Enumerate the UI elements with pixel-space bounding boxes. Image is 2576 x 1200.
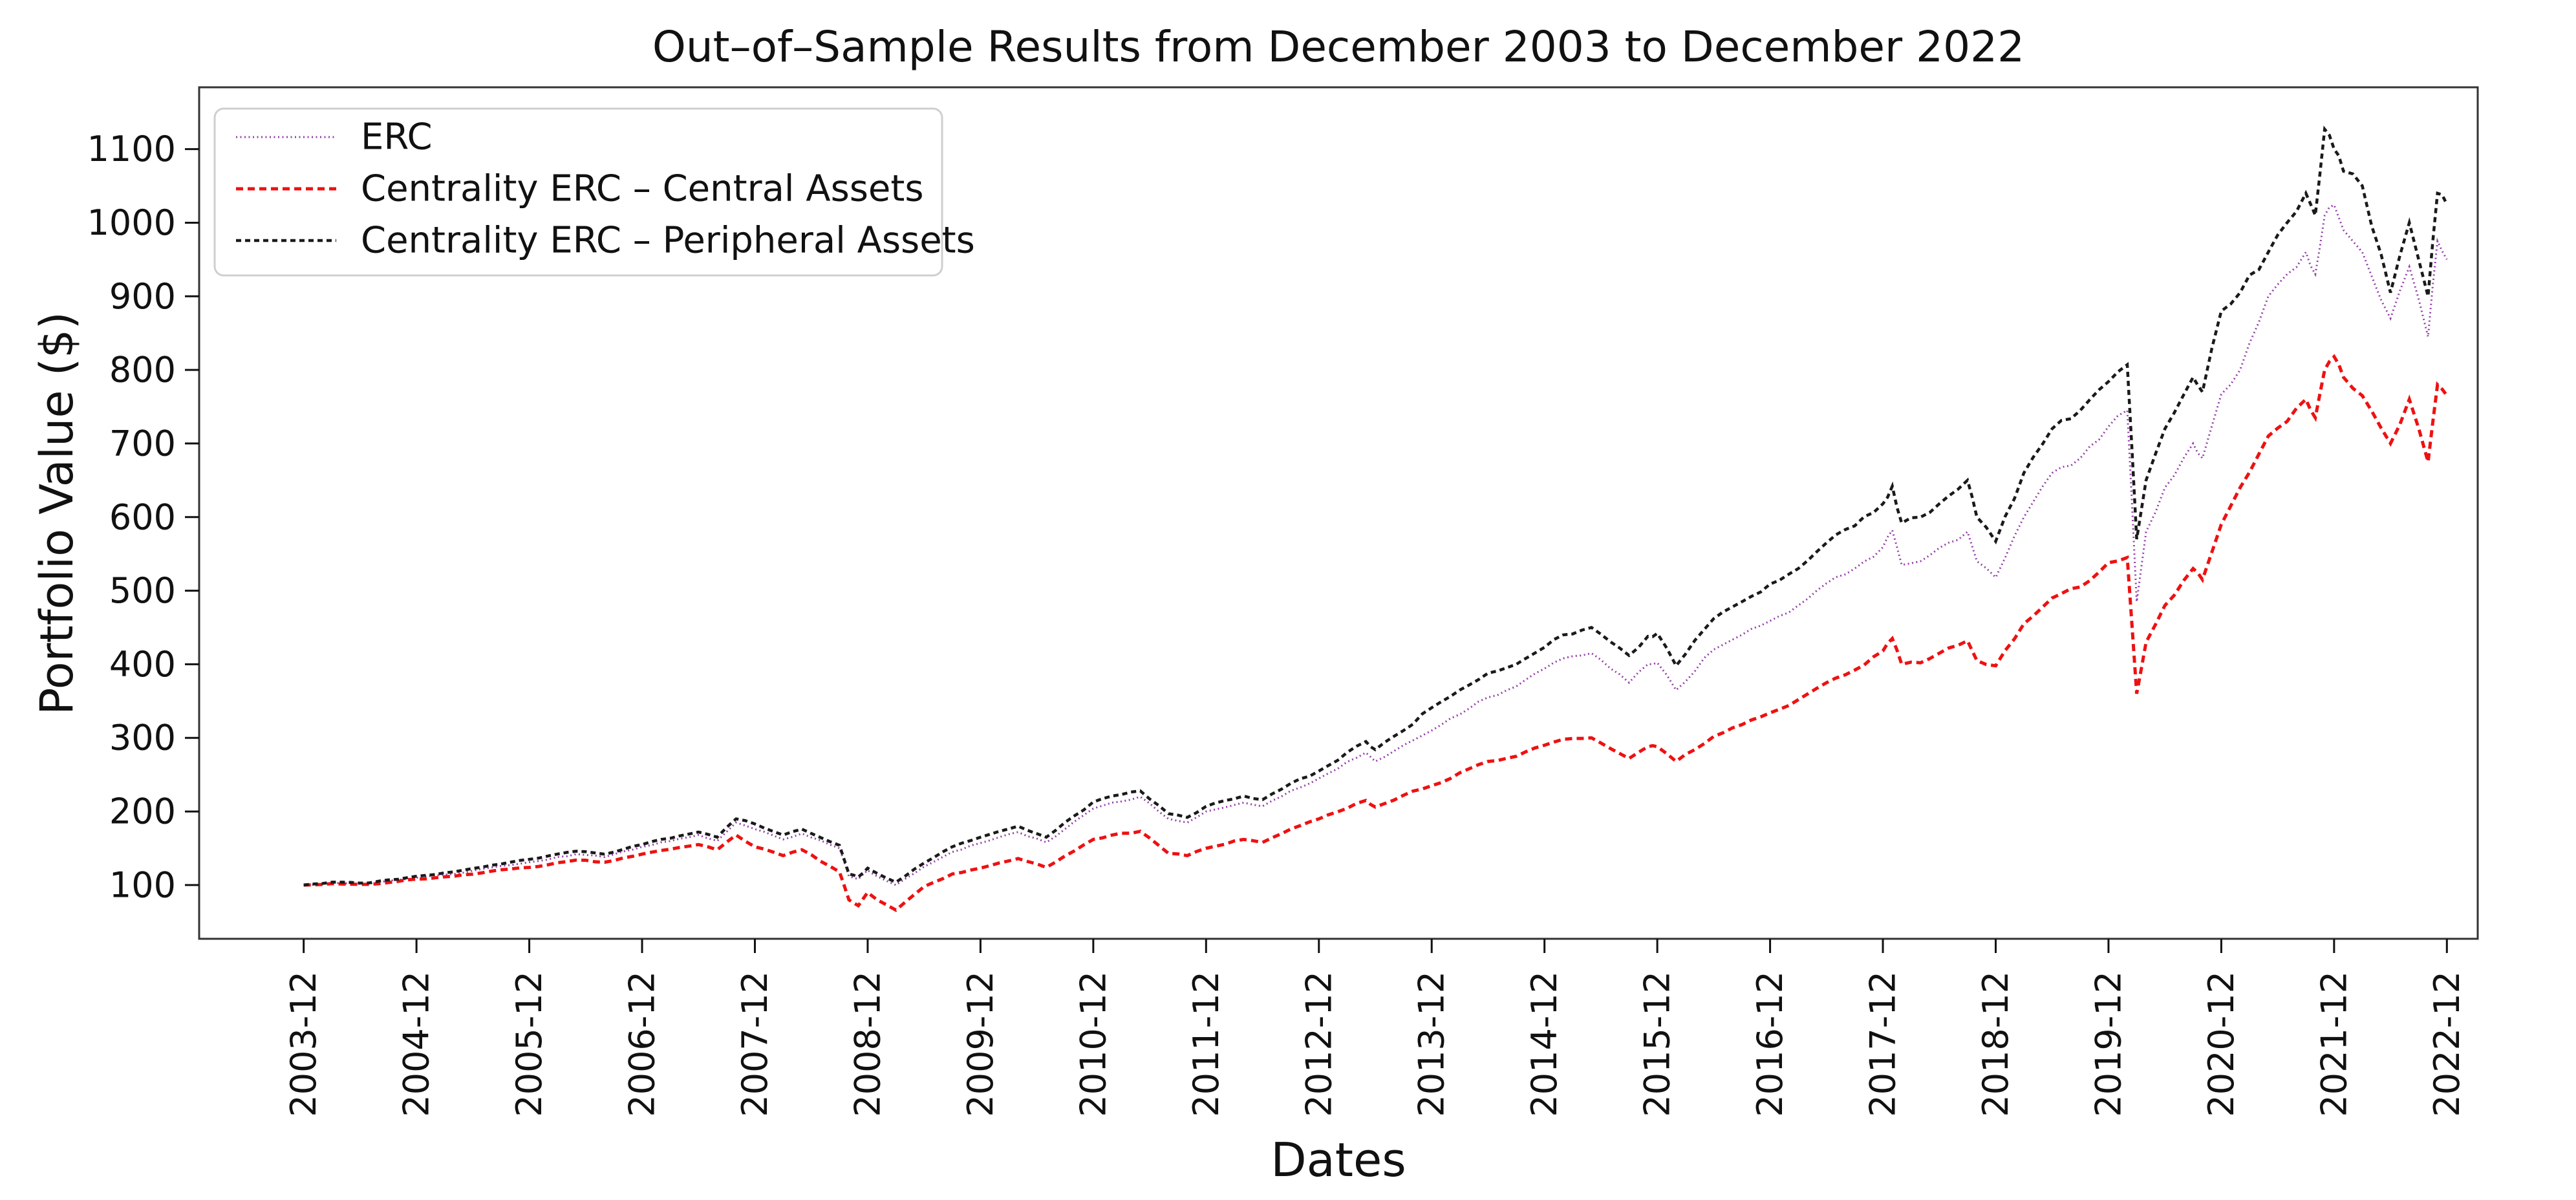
y-tick-label: 700: [109, 423, 176, 464]
x-tick-label: 2013-12: [1411, 971, 1452, 1117]
y-tick-label: 1100: [87, 129, 176, 169]
legend-label: Centrality ERC – Central Assets: [361, 168, 924, 210]
y-tick-label: 1000: [87, 202, 176, 243]
x-tick-label: 2003-12: [283, 971, 324, 1117]
x-tick-label: 2009-12: [960, 971, 1001, 1117]
x-tick-label: 2008-12: [847, 971, 888, 1117]
y-axis-label: Portfolio Value ($): [30, 312, 83, 715]
x-axis-label: Dates: [1271, 1133, 1406, 1187]
legend-box: [213, 107, 943, 277]
legend-label: Centrality ERC – Peripheral Assets: [361, 220, 975, 262]
y-tick-label: 800: [109, 350, 176, 391]
x-tick-label: 2017-12: [1863, 971, 1904, 1117]
x-tick-label: 2011-12: [1186, 971, 1227, 1117]
plot-frame: [198, 86, 2479, 940]
x-tick-label: 2022-12: [2427, 971, 2467, 1117]
x-tick-label: 2016-12: [1750, 971, 1790, 1117]
x-tick-label: 2010-12: [1073, 971, 1113, 1117]
x-tick-label: 2012-12: [1298, 971, 1339, 1117]
x-tick-label: 2021-12: [2313, 971, 2354, 1117]
y-tick-label: 400: [109, 644, 176, 685]
series-line-erc: [303, 204, 2448, 886]
y-tick-label: 500: [109, 570, 176, 611]
x-tick-label: 2019-12: [2088, 971, 2129, 1117]
series-line-central: [303, 354, 2449, 912]
x-tick-label: 2004-12: [396, 971, 437, 1117]
x-tick-label: 2014-12: [1524, 971, 1565, 1117]
legend-label: ERC: [361, 116, 433, 158]
x-tick-label: 2007-12: [735, 971, 775, 1117]
series-line-peripheral: [303, 125, 2449, 887]
y-tick-label: 100: [109, 864, 176, 905]
chart-title: Out–of–Sample Results from December 2003…: [652, 22, 2025, 72]
y-tick-label: 200: [109, 791, 176, 832]
y-tick-label: 900: [109, 276, 176, 317]
y-tick-label: 600: [109, 497, 176, 537]
x-tick-label: 2006-12: [622, 971, 663, 1117]
y-tick-label: 300: [109, 718, 176, 758]
x-tick-label: 2020-12: [2201, 971, 2242, 1117]
x-tick-label: 2005-12: [509, 971, 550, 1117]
x-tick-label: 2015-12: [1637, 971, 1678, 1117]
x-tick-label: 2018-12: [1975, 971, 2016, 1117]
